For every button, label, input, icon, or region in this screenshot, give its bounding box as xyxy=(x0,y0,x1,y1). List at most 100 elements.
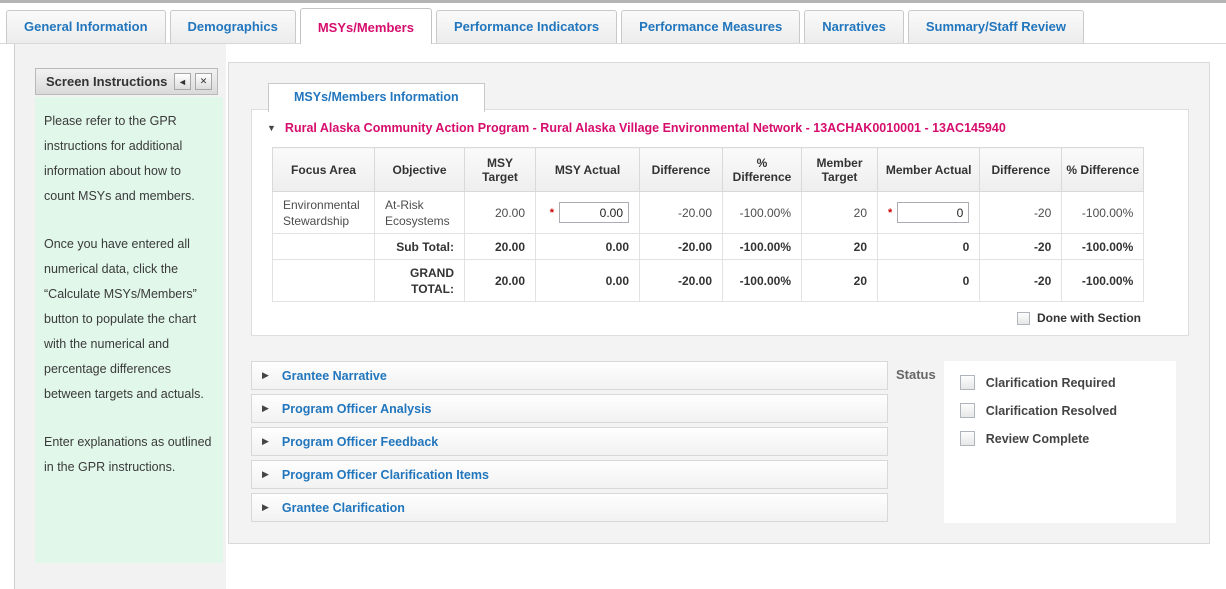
tab-general-information[interactable]: General Information xyxy=(6,10,166,43)
cell-member-difference: -20 xyxy=(979,191,1063,234)
subtotal-pct-difference: -100.00% xyxy=(722,233,802,260)
done-with-section-label: Done with Section xyxy=(1036,311,1141,325)
status-option-label: Clarification Required xyxy=(985,375,1116,390)
tab-performance-measures[interactable]: Performance Measures xyxy=(621,10,801,43)
screen-instructions-title: Screen Instructions xyxy=(46,74,168,89)
cell-msy-target: 20.00 xyxy=(464,191,536,234)
clarification-required-checkbox[interactable] xyxy=(959,375,975,390)
lower-area: ▶ Grantee Narrative ▶ Program Officer An… xyxy=(251,361,1209,526)
msy-actual-input[interactable] xyxy=(559,202,629,223)
status-option-label: Review Complete xyxy=(985,431,1090,446)
grand-member-pct-difference: -100.00% xyxy=(1061,259,1145,302)
review-complete-checkbox[interactable] xyxy=(959,431,975,446)
cell-member-pct-difference: -100.00% xyxy=(1061,191,1145,234)
status-box: Clarification Required Clarification Res… xyxy=(943,361,1176,523)
required-marker: * xyxy=(888,206,893,219)
empty-cell xyxy=(272,233,375,260)
grand-msy-actual: 0.00 xyxy=(535,259,640,302)
cell-pct-difference: -100.00% xyxy=(722,191,802,234)
done-with-section-row: Done with Section xyxy=(252,311,1141,325)
screen-instructions-sidebar: Screen Instructions ◄ ✕ Please refer to … xyxy=(14,44,226,589)
table-header-row: Focus Area Objective MSY Target MSY Actu… xyxy=(272,147,1145,192)
done-with-section-checkbox[interactable] xyxy=(1016,311,1030,325)
tab-msys-members-information[interactable]: MSYs/Members Information xyxy=(268,83,485,112)
grand-msy-target: 20.00 xyxy=(464,259,536,302)
col-msy-actual: MSY Actual xyxy=(535,147,640,192)
accordion-grantee-narrative[interactable]: ▶ Grantee Narrative xyxy=(251,361,888,390)
grand-member-difference: -20 xyxy=(979,259,1063,302)
collapse-sidebar-icon[interactable]: ◄ xyxy=(174,73,191,90)
grand-total-row: GRAND TOTAL: 20.00 0.00 -20.00 -100.00% … xyxy=(272,259,1145,302)
col-objective: Objective xyxy=(374,147,465,192)
tab-summary-staff-review[interactable]: Summary/Staff Review xyxy=(907,10,1085,43)
cell-difference: -20.00 xyxy=(639,191,723,234)
instructions-paragraph-1: Please refer to the GPR instructions for… xyxy=(44,114,195,203)
screen-instructions-body: Please refer to the GPR instructions for… xyxy=(35,97,223,563)
status-label: Status xyxy=(896,367,936,382)
col-focus-area: Focus Area xyxy=(272,147,375,192)
col-member-pct-difference: % Difference xyxy=(1061,147,1145,192)
accordion-label: Grantee Narrative xyxy=(281,368,387,383)
program-collapsible-header[interactable]: ▼ Rural Alaska Community Action Program … xyxy=(252,110,1188,144)
member-actual-input[interactable] xyxy=(897,202,970,223)
main-tab-bar: General Information Demographics MSYs/Me… xyxy=(0,0,1226,44)
accordion-program-officer-analysis[interactable]: ▶ Program Officer Analysis xyxy=(251,394,888,423)
accordion-label: Program Officer Analysis xyxy=(281,401,432,416)
subtotal-member-actual: 0 xyxy=(876,233,981,260)
subtotal-difference: -20.00 xyxy=(639,233,723,260)
grand-total-label: GRAND TOTAL: xyxy=(374,259,465,302)
grand-member-actual: 0 xyxy=(876,259,981,302)
expand-caret-icon: ▶ xyxy=(262,370,269,380)
instructions-paragraph-3: Enter explanations as outlined in the GP… xyxy=(44,435,212,474)
tab-msys-members[interactable]: MSYs/Members xyxy=(299,8,432,44)
cell-focus-area: Environmental Stewardship xyxy=(272,191,375,234)
program-title: Rural Alaska Community Action Program - … xyxy=(284,121,1006,135)
subtotal-member-difference: -20 xyxy=(979,233,1063,260)
expand-caret-icon: ▶ xyxy=(262,403,269,413)
accordion-program-officer-clarification-items[interactable]: ▶ Program Officer Clarification Items xyxy=(251,460,888,489)
msy-members-table: Focus Area Objective MSY Target MSY Actu… xyxy=(272,147,1145,302)
subtotal-msy-actual: 0.00 xyxy=(535,233,640,260)
status-option-clarification-resolved: Clarification Resolved xyxy=(959,403,1176,418)
col-msy-target: MSY Target xyxy=(464,147,536,192)
status-area: Status Clarification Required Clarificat… xyxy=(896,361,1176,526)
msys-information-section: MSYs/Members Information ▼ Rural Alaska … xyxy=(251,83,1189,336)
expand-caret-icon: ▶ xyxy=(262,469,269,479)
required-marker: * xyxy=(549,206,554,219)
sub-total-row: Sub Total: 20.00 0.00 -20.00 -100.00% 20… xyxy=(272,233,1145,260)
expand-caret-icon: ▶ xyxy=(262,502,269,512)
instructions-paragraph-2: Once you have entered all numerical data… xyxy=(44,237,204,401)
empty-cell xyxy=(272,259,375,302)
accordion-label: Program Officer Feedback xyxy=(281,434,439,449)
accordion-grantee-clarification[interactable]: ▶ Grantee Clarification xyxy=(251,493,888,522)
close-sidebar-icon[interactable]: ✕ xyxy=(195,73,212,90)
grand-pct-difference: -100.00% xyxy=(722,259,802,302)
col-member-difference: Difference xyxy=(979,147,1063,192)
cell-member-target: 20 xyxy=(801,191,878,234)
screen-instructions-header: Screen Instructions ◄ ✕ xyxy=(35,68,218,95)
col-difference: Difference xyxy=(639,147,723,192)
status-option-review-complete: Review Complete xyxy=(959,431,1176,446)
subtotal-msy-target: 20.00 xyxy=(464,233,536,260)
clarification-resolved-checkbox[interactable] xyxy=(959,403,975,418)
tab-demographics[interactable]: Demographics xyxy=(169,10,296,43)
accordion-label: Program Officer Clarification Items xyxy=(281,467,489,482)
collapse-caret-icon: ▼ xyxy=(267,123,276,133)
tab-narratives[interactable]: Narratives xyxy=(804,10,904,43)
cell-objective: At-Risk Ecosystems xyxy=(374,191,465,234)
status-option-clarification-required: Clarification Required xyxy=(959,375,1176,390)
table-row: Environmental Stewardship At-Risk Ecosys… xyxy=(272,191,1145,234)
accordion-program-officer-feedback[interactable]: ▶ Program Officer Feedback xyxy=(251,427,888,456)
expand-caret-icon: ▶ xyxy=(262,436,269,446)
msys-members-panel: MSYs/Members Information ▼ Rural Alaska … xyxy=(228,62,1210,544)
subtotal-member-pct-difference: -100.00% xyxy=(1061,233,1145,260)
tab-performance-indicators[interactable]: Performance Indicators xyxy=(435,10,618,43)
col-pct-difference: % Difference xyxy=(722,147,802,192)
grand-difference: -20.00 xyxy=(639,259,723,302)
sub-total-label: Sub Total: xyxy=(374,233,465,260)
accordion-list: ▶ Grantee Narrative ▶ Program Officer An… xyxy=(251,361,888,526)
col-member-target: Member Target xyxy=(801,147,878,192)
accordion-label: Grantee Clarification xyxy=(281,500,405,515)
grand-member-target: 20 xyxy=(801,259,878,302)
